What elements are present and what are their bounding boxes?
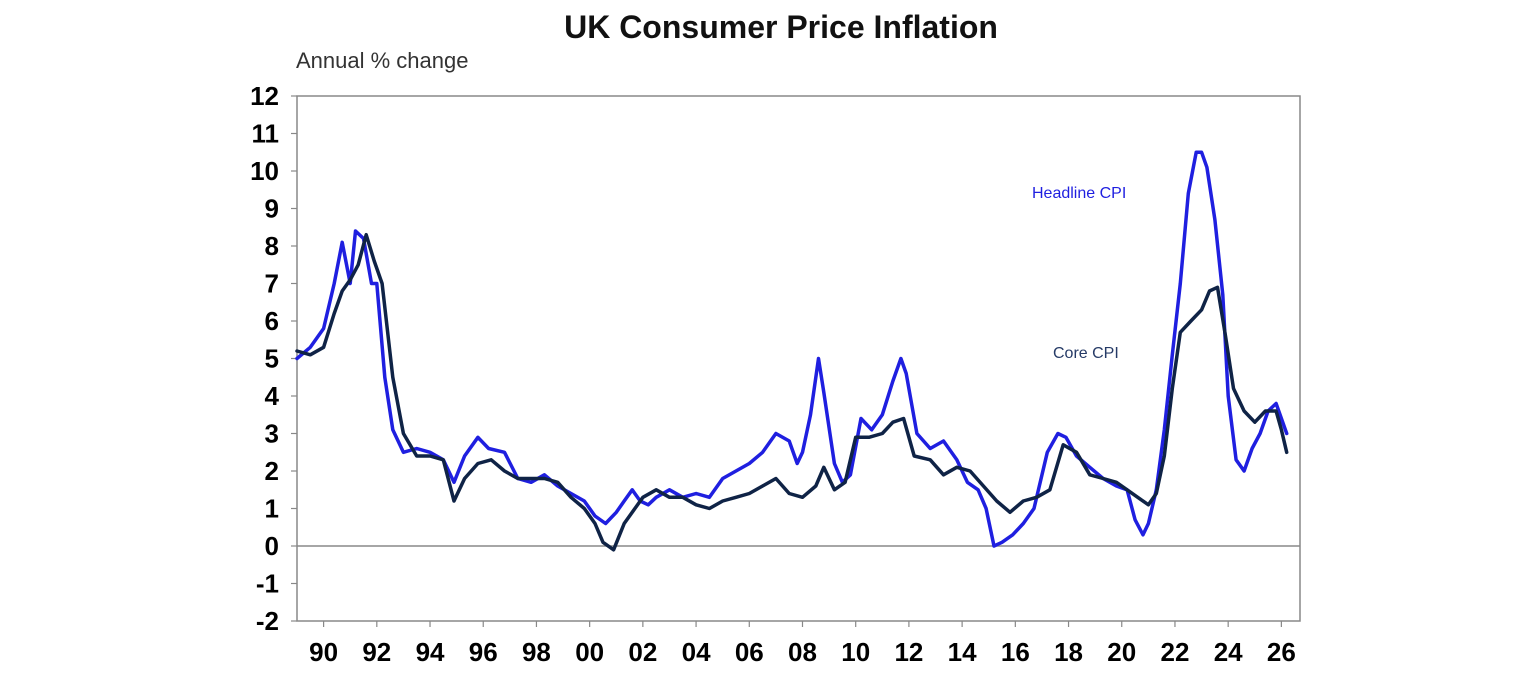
x-tick-label: 90: [309, 637, 338, 667]
plot-area: [296, 95, 1301, 622]
series-layer: [295, 150, 1289, 552]
core-cpi-annotation: Core CPI: [1053, 345, 1119, 362]
x-tick-label: 14: [948, 637, 977, 667]
x-tick-label: 20: [1107, 637, 1136, 667]
x-tick-label: 92: [362, 637, 391, 667]
x-tick-label: 94: [416, 637, 445, 667]
y-tick-label: 4: [265, 381, 280, 411]
y-tick-label: 2: [265, 456, 279, 486]
y-tick-label: 6: [265, 306, 279, 336]
chart-title: UK Consumer Price Inflation: [564, 9, 998, 45]
x-tick-label: 02: [628, 637, 657, 667]
x-tick-label: 26: [1267, 637, 1296, 667]
y-tick-label: -1: [256, 569, 279, 599]
headline-cpi-line: [295, 150, 1289, 548]
x-tick-label: 10: [841, 637, 870, 667]
x-tick-label: 18: [1054, 637, 1083, 667]
x-tick-label: 22: [1160, 637, 1189, 667]
x-tick-label: 08: [788, 637, 817, 667]
core-cpi-line: [295, 232, 1289, 552]
y-axis-label: Annual % change: [296, 48, 468, 73]
x-tick-label: 24: [1214, 637, 1243, 667]
y-tick-label: 11: [252, 119, 280, 149]
y-tick-label: 5: [265, 344, 279, 374]
x-axis: 90 92 94 96 98 00 02 04 06 08 10 12 14 16 18 20 22 24 26: [309, 621, 1296, 667]
y-tick-label: 0: [265, 531, 279, 561]
x-tick-label: 04: [682, 637, 711, 667]
x-tick-label: 16: [1001, 637, 1030, 667]
y-tick-label: 12: [250, 81, 279, 111]
x-tick-label: 12: [894, 637, 923, 667]
y-tick-label: 9: [265, 194, 279, 224]
y-tick-label: 3: [265, 419, 279, 449]
x-tick-label: 98: [522, 637, 551, 667]
x-tick-label: 96: [469, 637, 498, 667]
x-tick-label: 06: [735, 637, 764, 667]
x-tick-label: 00: [575, 637, 604, 667]
y-tick-label: 8: [265, 231, 279, 261]
headline-cpi-annotation: Headline CPI: [1032, 185, 1126, 202]
y-tick-label: -2: [256, 606, 279, 636]
y-tick-label: 10: [250, 156, 279, 186]
y-tick-label: 7: [265, 269, 279, 299]
y-tick-label: 1: [265, 494, 279, 524]
